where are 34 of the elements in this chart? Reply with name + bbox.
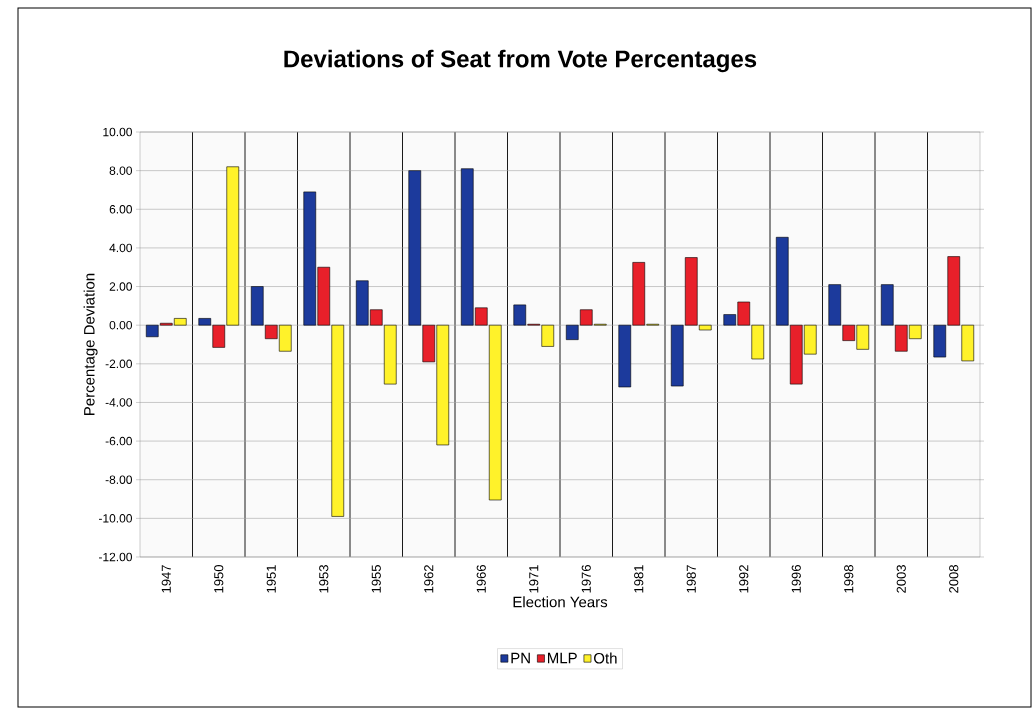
x-tick-label: 1981: [634, 565, 644, 593]
x-tick-label: 1950: [214, 565, 224, 593]
x-tick-label: 2003: [896, 565, 906, 593]
legend-label: MLP: [547, 652, 577, 664]
y-tick-label: 8.00: [109, 166, 133, 175]
legend-label: PN: [511, 652, 530, 664]
y-tick-label: 10.00: [103, 127, 132, 137]
x-tick-label: 1962: [424, 565, 434, 593]
y-tick-label: 2.00: [109, 282, 133, 291]
x-tick-label: 1987: [686, 565, 696, 593]
x-tick-label: 1998: [844, 565, 854, 593]
x-tick-label: 1955: [371, 565, 381, 593]
x-tick-label: 1947: [161, 565, 171, 593]
x-tick-label: 1966: [476, 565, 486, 593]
x-tick-label: 1992: [739, 565, 749, 593]
y-tick-label: 0.00: [109, 320, 133, 330]
x-tick-label: 1996: [791, 565, 801, 593]
x-tick-label: 1971: [529, 565, 539, 593]
x-tick-label: 2008: [949, 565, 959, 593]
y-tick-label: -2.00: [105, 359, 133, 369]
legend-label: Oth: [594, 652, 617, 664]
y-tick-label: -10.00: [98, 514, 132, 523]
y-tick-label: -8.00: [105, 475, 133, 484]
x-axis-title: Election Years: [513, 596, 608, 608]
y-tick-label: -12.00: [98, 552, 132, 562]
y-tick-label: 6.00: [109, 205, 133, 214]
y-axis-title: Percentage Deviation: [83, 273, 98, 415]
chart-title: Deviations of Seat from Vote Percentages: [284, 49, 757, 73]
x-tick-label: 1976: [581, 565, 591, 593]
x-tick-label: 1951: [266, 565, 276, 593]
y-tick-label: -6.00: [105, 436, 133, 446]
y-tick-label: -4.00: [105, 398, 133, 407]
x-tick-label: 1953: [319, 565, 329, 593]
y-tick-label: 4.00: [109, 243, 133, 253]
